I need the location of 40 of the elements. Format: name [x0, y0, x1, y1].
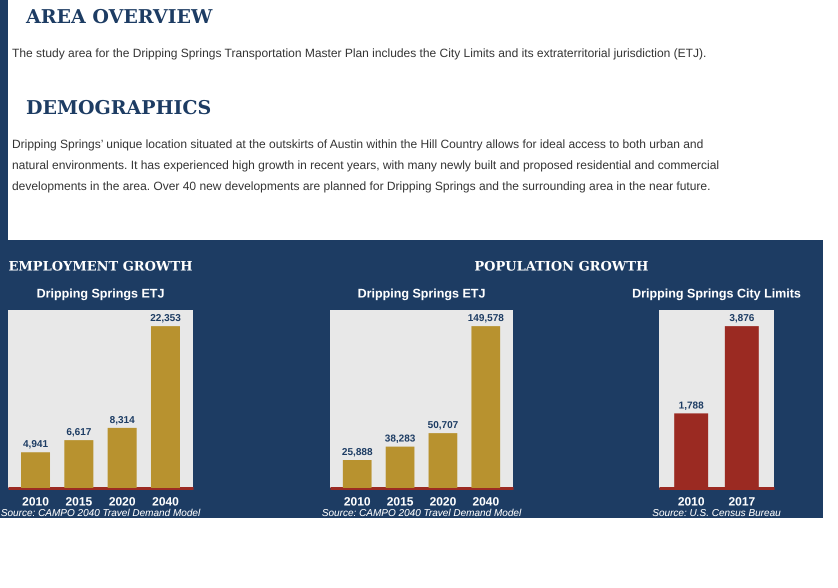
source-note: Source: CAMPO 2040 Travel Demand Model: [322, 508, 522, 519]
chart-title: EMPLOYMENT GROWTH: [8, 260, 192, 274]
data-label: 4,941: [22, 439, 48, 450]
x-tick-label: 2015: [386, 494, 414, 508]
data-label: 25,888: [342, 446, 373, 458]
data-label: 3,876: [729, 313, 755, 324]
data-label: 8,314: [110, 414, 136, 426]
data-label: 6,617: [66, 427, 92, 438]
x-tick-label: 2010: [344, 494, 371, 508]
text: The study area for the Dripping Springs Transportation Master Plan includes the City Limits and its extraterritorial jurisdiction (ETJ).: [12, 46, 706, 60]
chart-subtitle: Dripping Springs City Limits: [632, 286, 801, 300]
text: POPULATION GROWTH: [474, 260, 648, 274]
source-note: Source: CAMPO 2040 Travel Demand Model: [0, 508, 201, 519]
x-tick-label: 2040: [152, 494, 180, 508]
bar: [64, 440, 94, 488]
x-tick-label: 2040: [472, 494, 500, 508]
text: Dripping Springs’ unique location situated at the outskirts of Austin within the Hill Country allows for ideal access to both urban and natural environments. It has experienced high growth in recent years, with many newly built and proposed residential and commercial developments in the area. Over 40 new developments are planned for Dripping Springs and the surrounding area in the near future.: [12, 137, 720, 193]
bar: [342, 460, 372, 488]
bar: [428, 433, 458, 488]
text: DEMOGRAPHICS: [26, 97, 212, 119]
x-tick-label: 2017: [728, 494, 756, 508]
data-label: 22,353: [150, 313, 182, 324]
data-label: 38,283: [384, 434, 416, 445]
bar: [471, 326, 500, 488]
x-tick-label: 2020: [430, 494, 457, 508]
data-label: 50,707: [428, 420, 459, 432]
bar: [150, 326, 180, 488]
text: AREA OVERVIEW: [25, 6, 214, 28]
x-tick-label: 2010: [22, 494, 50, 508]
chart-subtitle: Dripping Springs ETJ: [36, 286, 164, 300]
bar: [108, 428, 137, 488]
source-note: Source: U.S. Census Bureau: [652, 508, 782, 519]
x-tick-label: 2010: [678, 494, 705, 508]
chart-subtitle: Dripping Springs ETJ: [358, 286, 486, 300]
x-tick-label: 2020: [108, 494, 136, 508]
bar: [386, 446, 414, 488]
x-tick-label: 2015: [65, 494, 93, 508]
bar: [21, 452, 50, 488]
data-label: 1,788: [678, 400, 704, 412]
data-label: 149,578: [468, 313, 504, 324]
